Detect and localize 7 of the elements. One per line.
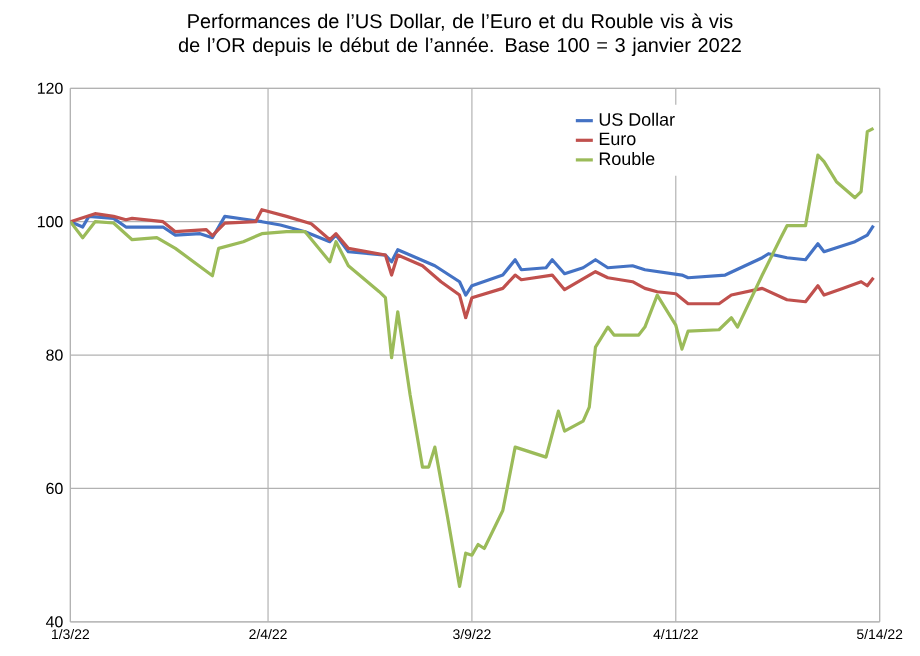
line-series <box>70 214 876 297</box>
legend-label: US Dollar <box>599 112 675 126</box>
line-series <box>70 126 876 589</box>
legend-label: Euro <box>599 132 636 146</box>
legend-label: Rouble <box>599 151 655 165</box>
chart-title: Performances de l’US Dollar, de l’Euro et du Rouble vis à vis de l’OR depuis le début de l’année. Base 100 = 3 janvier 2022 <box>178 13 741 56</box>
line-series <box>70 208 876 320</box>
